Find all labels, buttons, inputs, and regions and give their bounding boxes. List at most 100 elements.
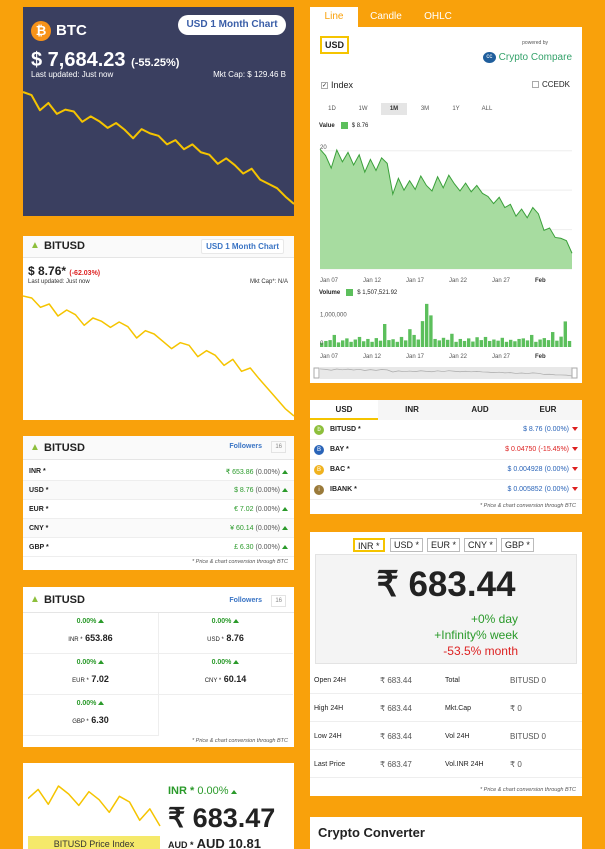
volume-bar	[383, 324, 387, 347]
grid-cell[interactable]: 0.00% USD * 8.76	[158, 613, 293, 654]
price-value: 8.76	[226, 633, 244, 643]
index-toggle[interactable]: ✓ Index	[321, 80, 353, 90]
currency-header-usd[interactable]: USD	[310, 400, 378, 420]
volume-bar	[362, 341, 366, 347]
volume-bar	[534, 341, 538, 347]
table-row[interactable]: b BITUSD * $ 8.76 (0.00%)	[310, 420, 582, 440]
currency-header-eur[interactable]: EUR	[514, 400, 582, 420]
price-value: 7.02	[91, 674, 109, 684]
price-value: ¥ 60.14	[230, 525, 254, 532]
currency-header-inr[interactable]: INR	[378, 400, 446, 420]
table-row[interactable]: B BAC * $ 0.004928 (0.00%)	[310, 460, 582, 480]
grid-cell[interactable]: 0.00% EUR * 7.02	[23, 654, 158, 695]
inr-price-widget: INR * USD * EUR * CNY * GBP * ₹ 683.44 +0% d…	[310, 532, 582, 796]
volume-bar	[433, 338, 437, 347]
range-1y[interactable]: 1Y	[452, 106, 460, 112]
range-1m[interactable]: 1M	[381, 103, 407, 115]
percent-value: 0.00%	[76, 700, 97, 707]
btc-chart-button[interactable]: USD 1 Month Chart	[178, 15, 286, 35]
tab-line[interactable]: Line	[310, 7, 358, 27]
price-index-label: BITUSD Price Index	[28, 836, 160, 849]
big-price: ₹ 683.47	[168, 803, 276, 833]
stat-row: Low 24H ₹ 683.44 Vol 24H BITUSD 0	[310, 722, 582, 750]
volume-bar-chart[interactable]: 1,000,000 0 Jan 07 Jan 12 Jan 17 Jan 22 Jan 27…	[310, 299, 582, 361]
series-swatch	[346, 289, 354, 296]
navigator-line	[319, 368, 573, 377]
volume-bar	[462, 340, 467, 347]
range-1w[interactable]: 1W	[358, 106, 368, 112]
series-line	[23, 91, 294, 205]
x-tick-label: Jan 27	[492, 354, 511, 360]
up-arrow-icon	[98, 660, 105, 664]
range-navigator[interactable]	[310, 365, 582, 381]
volume-bar	[357, 336, 362, 347]
range-all[interactable]: ALL	[481, 106, 493, 112]
list-item[interactable]: GBP * £ 6.30 (0.00%)	[23, 538, 294, 557]
currency-tab-cny[interactable]: CNY *	[464, 538, 497, 552]
price-value: 653.86	[85, 633, 113, 643]
volume-bar	[425, 303, 429, 347]
stat-cell: BITUSD 0	[510, 732, 547, 741]
tab-candle[interactable]: Candle	[370, 11, 402, 22]
stat-cell: Mkt.Cap	[445, 705, 472, 712]
list-item[interactable]: USD * $ 8.76 (0.00%)	[23, 481, 294, 500]
currency-selector[interactable]: USD	[320, 36, 350, 54]
volume-bar	[370, 341, 374, 347]
series-swatch	[340, 122, 348, 129]
grid-cell[interactable]: 0.00% GBP * 6.30	[23, 695, 158, 736]
aud-label: AUD *	[168, 840, 194, 849]
bitusd-price-value: $ 8.76*	[28, 264, 67, 278]
bitusd-chart-button[interactable]: USD 1 Month Chart	[201, 239, 284, 254]
volume-bar	[546, 340, 551, 347]
crypto-converter-title: Crypto Converter	[318, 825, 425, 840]
table-row[interactable]: i IBANK * $ 0.005852 (0.00%)	[310, 480, 582, 500]
list-item[interactable]: INR * ₹ 653.86 (0.00%)	[23, 462, 294, 481]
navigator-handle-left[interactable]	[313, 367, 320, 379]
coin-icon: B	[314, 465, 324, 475]
volume-bar	[500, 337, 504, 347]
cryptocompare-logo[interactable]: cc Crypto Compare	[482, 52, 572, 63]
list-item[interactable]: CNY * ¥ 60.14 (0.00%)	[23, 519, 294, 538]
currency-change: INR * 0.00%	[168, 785, 237, 797]
followers-button[interactable]: Followers	[229, 597, 262, 604]
grid-divider	[158, 613, 159, 736]
currency-value: € 7.02 (0.00%)	[234, 506, 288, 513]
stat-cell: ₹ 0	[510, 760, 522, 769]
up-arrow-icon	[230, 790, 237, 794]
volume-bar	[353, 339, 357, 347]
currency-code: CNY *	[204, 678, 222, 684]
currency-header-aud[interactable]: AUD	[446, 400, 514, 420]
percent-change: 0.00%	[23, 618, 158, 625]
followers-count: 16	[271, 441, 286, 453]
range-1d[interactable]: 1D	[328, 106, 336, 112]
range-3m[interactable]: 3M	[420, 106, 430, 112]
currency-tab-inr[interactable]: INR *	[353, 538, 385, 552]
grid-cell[interactable]: 0.00% CNY * 60.14	[158, 654, 293, 695]
price-value: $ 0.004928	[507, 466, 543, 473]
widget-header: ▲ BITUSD	[23, 587, 294, 613]
volume-bar	[320, 342, 324, 347]
volume-bar	[475, 337, 479, 347]
x-tick-label: Jan 12	[363, 278, 382, 284]
tab-ohlc[interactable]: OHLC	[424, 11, 452, 22]
currency-tab-eur[interactable]: EUR *	[427, 538, 461, 552]
btc-market-cap: Mkt Cap: $ 129.46 B	[213, 70, 286, 79]
navigator-handle-right[interactable]	[571, 367, 578, 379]
grid-cell[interactable]: 0.00% INR * 653.86	[23, 613, 158, 654]
currency-tab-gbp[interactable]: GBP *	[501, 538, 534, 552]
percent-change: (0.00%)	[255, 506, 280, 513]
x-tick-label: Feb	[535, 278, 546, 284]
volume-bar	[387, 340, 391, 347]
followers-button[interactable]: Followers	[229, 443, 262, 450]
volume-bar	[492, 339, 496, 347]
exchange-toggle[interactable]: CCEDK	[531, 80, 570, 89]
volume-bar	[450, 333, 454, 347]
value-label: Value	[319, 123, 335, 130]
list-item[interactable]: EUR * € 7.02 (0.00%)	[23, 500, 294, 519]
navigator-track	[320, 367, 572, 379]
up-arrow-icon	[233, 619, 240, 623]
currency-tab-usd[interactable]: USD *	[390, 538, 424, 552]
series-line	[28, 785, 161, 827]
table-row[interactable]: B BAY * $ 0.04750 (-15.45%)	[310, 440, 582, 460]
